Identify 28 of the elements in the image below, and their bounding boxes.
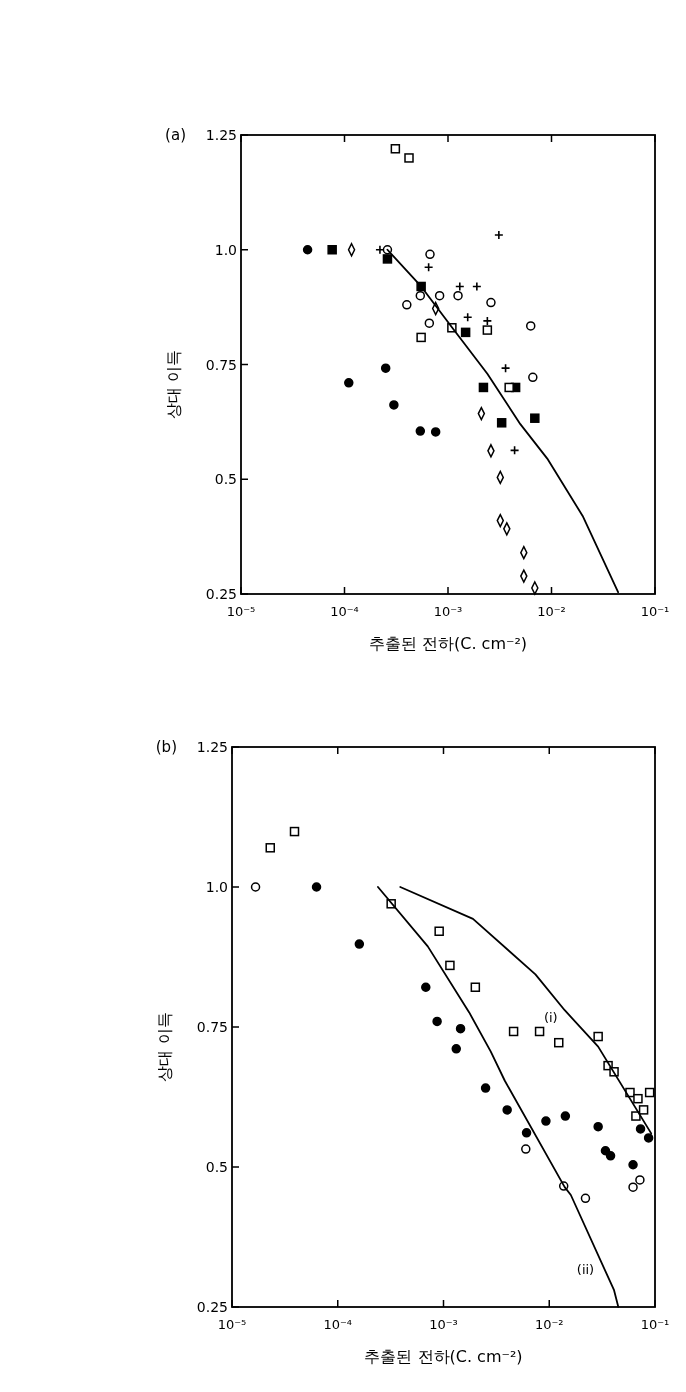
- x-axis-title: 추출된 전하(C. cm⁻²): [368, 634, 528, 653]
- y-tick-label: 1.25: [205, 127, 237, 143]
- x-axis-title: 추출된 전하(C. cm⁻²): [364, 1347, 523, 1366]
- x-tick-label: 10⁻³: [429, 1317, 458, 1332]
- y-tick-label: 0.25: [196, 1299, 228, 1315]
- y-tick-label: 0.75: [205, 356, 237, 373]
- x-tick-label: 10⁻¹: [640, 604, 670, 619]
- x-tick-label: 10⁻²: [537, 604, 566, 619]
- y-tick-label: 0.5: [205, 1159, 228, 1175]
- annotation: (ii): [576, 1262, 595, 1278]
- y-axis-title: 상대 이득: [164, 349, 183, 420]
- x-tick-label: 10⁻³: [433, 604, 463, 619]
- y-tick-label: 1.0: [214, 241, 237, 258]
- x-tick-label: 10⁻²: [534, 1317, 564, 1332]
- x-tick-label: 10⁻⁵: [226, 604, 256, 619]
- chart-title: (a): [165, 126, 186, 144]
- y-tick-label: 1.25: [196, 739, 228, 755]
- chart-title: (b): [155, 738, 177, 756]
- y-tick-label: 0.25: [205, 586, 237, 602]
- annotation: (i): [543, 1010, 558, 1026]
- y-tick-label: 0.5: [214, 471, 237, 488]
- x-tick-label: 10⁻⁵: [217, 1317, 247, 1332]
- x-tick-label: 10⁻¹: [640, 1317, 670, 1332]
- x-tick-label: 10⁻⁴: [330, 604, 359, 619]
- y-tick-label: 0.75: [196, 1019, 228, 1035]
- x-tick-label: 10⁻⁴: [323, 1317, 353, 1332]
- y-tick-label: 1.0: [205, 879, 228, 895]
- y-axis-title: 상대 이득: [155, 1012, 174, 1082]
